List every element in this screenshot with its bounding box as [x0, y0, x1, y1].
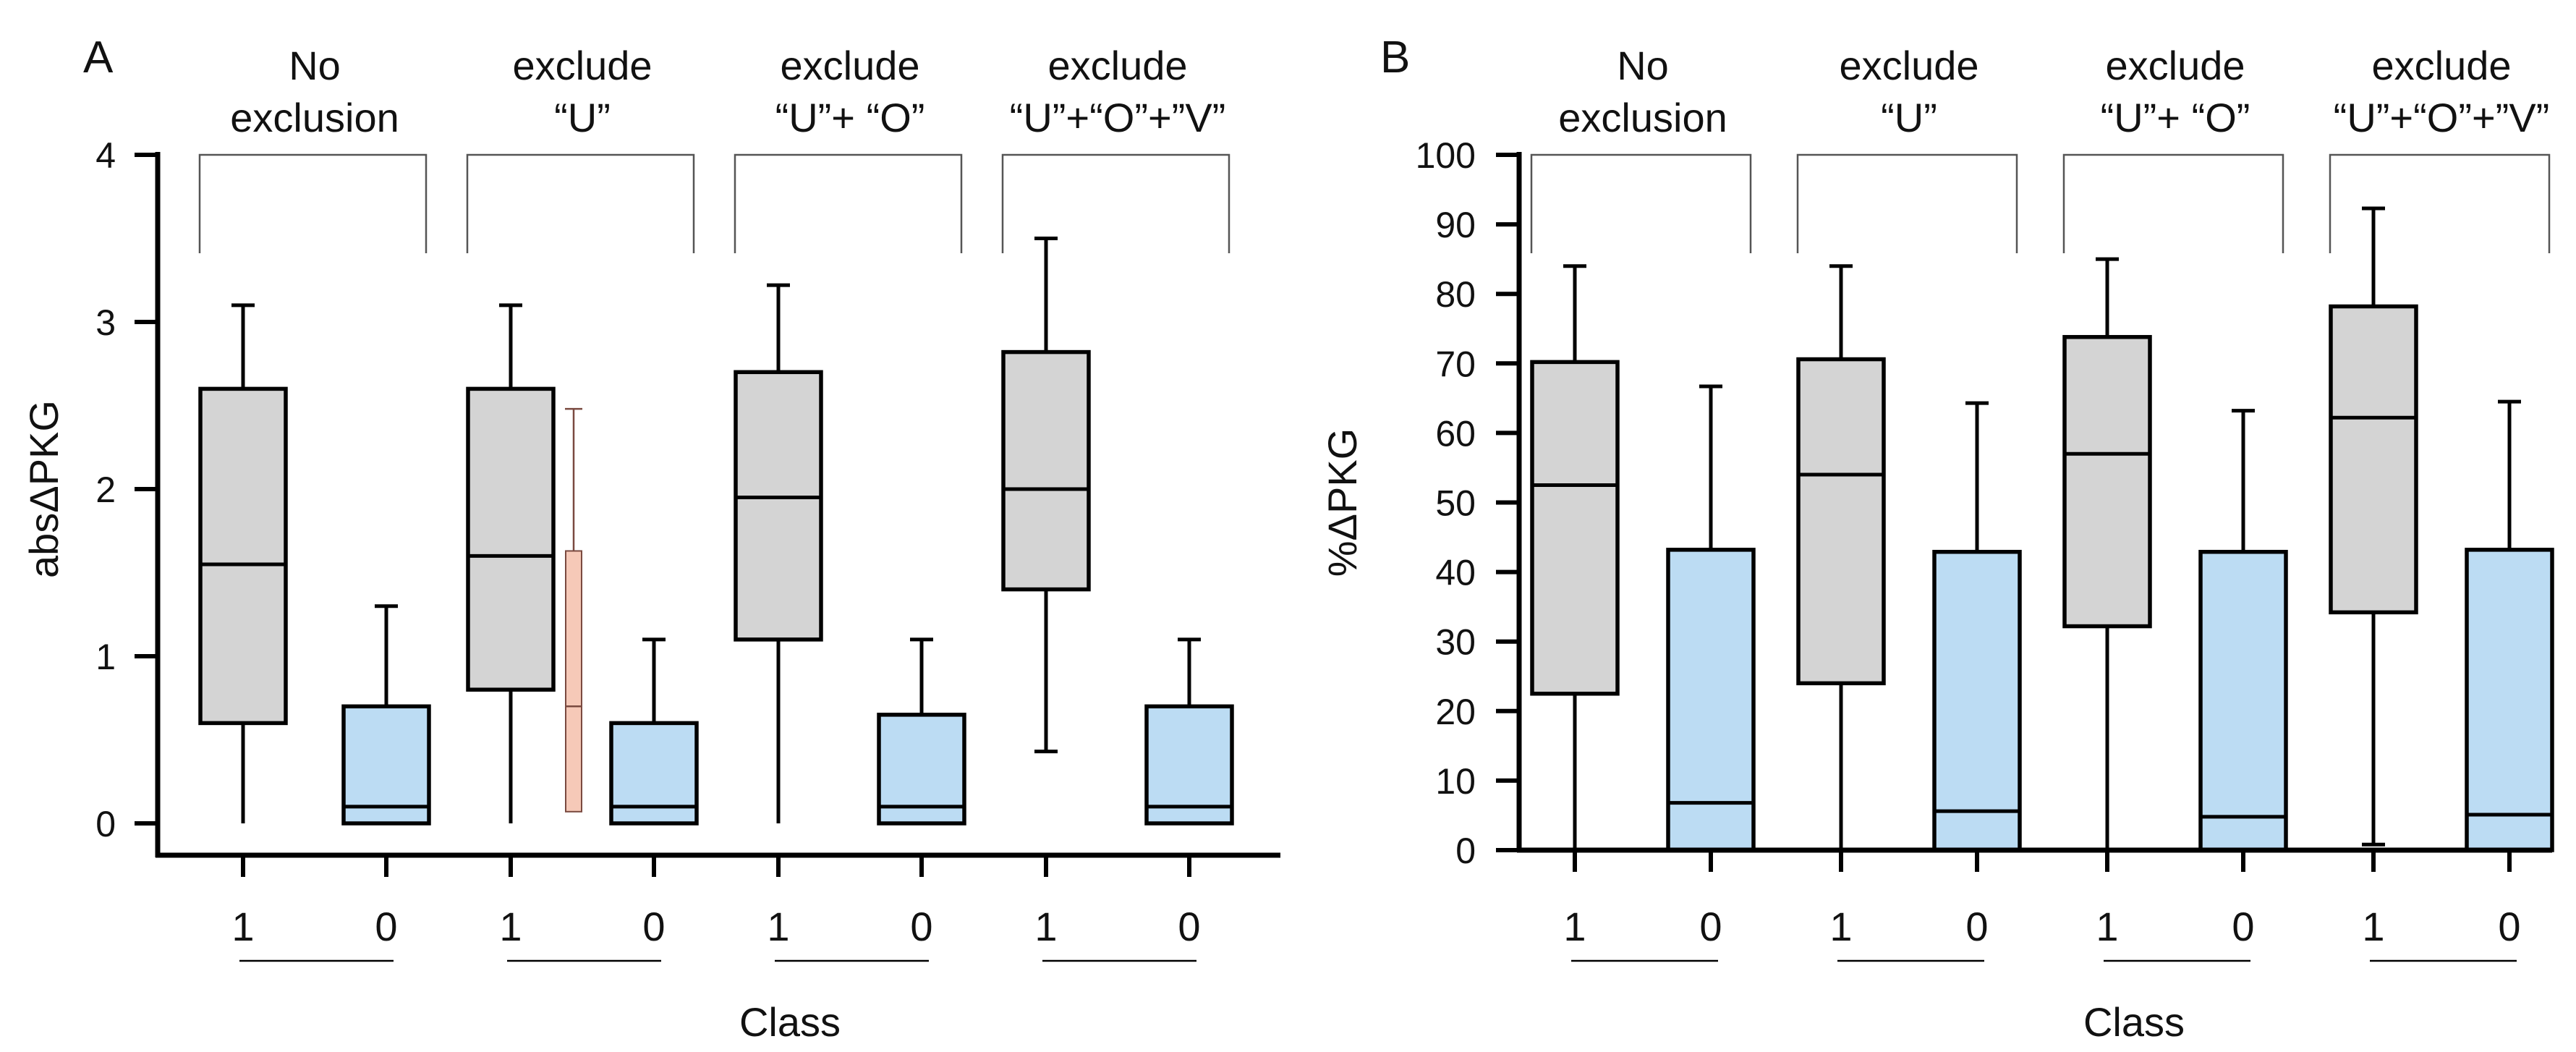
box-class-0 [1932, 549, 2022, 852]
y-axis-title: %ΔPKG [1319, 428, 1365, 577]
class-label: 1 [1034, 904, 1057, 949]
box-class-1 [1001, 349, 1091, 592]
y-tick-label: 50 [1435, 483, 1476, 524]
class-label: 0 [1965, 904, 1988, 949]
class-label: 1 [1563, 904, 1586, 949]
group-label: No [289, 43, 341, 88]
box-class-0 [341, 704, 431, 826]
group-label: No [1617, 43, 1669, 88]
group-bracket [2329, 153, 2551, 253]
group-label: exclude [1839, 43, 1978, 88]
group-bracket [734, 153, 963, 253]
class-label: 1 [499, 904, 522, 949]
group-bracket [1001, 153, 1230, 253]
y-tick-label: 80 [1435, 274, 1476, 315]
y-tick-label: 0 [1455, 831, 1476, 871]
group-label: exclusion [1558, 95, 1727, 140]
panel-b-chart: B%ΔPKGClass0102030405060708090100Noexclu… [1319, 33, 2554, 1045]
class-label: 1 [231, 904, 254, 949]
group-label: “U” [554, 95, 611, 140]
class-label: 0 [1178, 904, 1200, 949]
box-class-1 [2329, 304, 2418, 615]
box-class-0 [1666, 548, 1756, 852]
group-label: exclude [2371, 43, 2511, 88]
box-class-0 [2465, 548, 2554, 852]
class-label: 0 [2498, 904, 2520, 949]
class-label: 1 [767, 904, 789, 949]
y-tick-label: 20 [1435, 692, 1476, 732]
y-tick-label: 0 [95, 804, 116, 844]
group-label: “U”+“O”+”V” [1010, 95, 1226, 140]
group-label: “U”+ “O” [2101, 95, 2250, 140]
y-tick-label: 40 [1435, 553, 1476, 593]
group-label: “U”+ “O” [775, 95, 925, 140]
class-label: 1 [1829, 904, 1852, 949]
y-tick-label: 90 [1435, 205, 1476, 245]
y-tick-label: 100 [1416, 135, 1476, 176]
y-tick-label: 10 [1435, 761, 1476, 802]
panel-letter: B [1380, 33, 1410, 82]
y-tick-label: 30 [1435, 622, 1476, 663]
class-label: 0 [2232, 904, 2254, 949]
group-label: exclude [1047, 43, 1187, 88]
group-label: exclusion [230, 95, 399, 140]
box-class-1 [1796, 357, 1886, 686]
group-label: exclude [512, 43, 652, 88]
y-tick-label: 70 [1435, 344, 1476, 384]
group-bracket [1530, 153, 1752, 253]
box-class-0 [1144, 704, 1234, 826]
class-label: 1 [2362, 904, 2384, 949]
class-label: 1 [2096, 904, 2118, 949]
y-tick-label: 1 [95, 637, 116, 677]
box-class-1 [734, 370, 823, 642]
extra-box [565, 550, 582, 813]
y-tick-label: 2 [95, 470, 116, 510]
box-class-1 [1530, 360, 1620, 696]
class-label: 0 [1699, 904, 1722, 949]
box-class-1 [198, 386, 288, 726]
y-axis-title: absΔPKG [21, 400, 67, 578]
group-label: “U”+“O”+”V” [2334, 95, 2550, 140]
group-label: exclude [2105, 43, 2245, 88]
group-bracket [2062, 153, 2284, 253]
class-label: 0 [375, 904, 397, 949]
y-tick-label: 60 [1435, 413, 1476, 454]
class-label: 0 [642, 904, 665, 949]
group-bracket [1796, 153, 2018, 253]
box-class-0 [2198, 549, 2288, 852]
x-axis-title: Class [2083, 999, 2185, 1045]
panel-letter: A [83, 33, 114, 82]
y-tick-label: 4 [95, 135, 116, 176]
group-bracket [466, 153, 695, 253]
class-label: 0 [910, 904, 932, 949]
y-tick-label: 3 [95, 302, 116, 343]
box-class-1 [2062, 335, 2152, 629]
box-class-1 [466, 386, 556, 692]
x-axis-title: Class [739, 999, 841, 1045]
group-bracket [198, 153, 428, 253]
group-label: “U” [1881, 95, 1937, 140]
group-label: exclude [780, 43, 919, 88]
